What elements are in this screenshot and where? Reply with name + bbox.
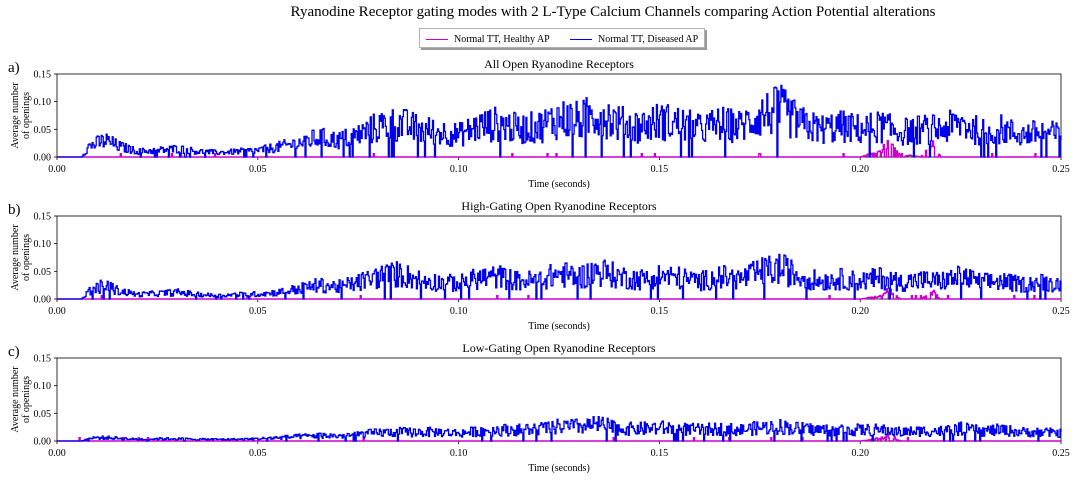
x-tick-label: 0.00 bbox=[48, 306, 66, 317]
series-line-diseased-ap bbox=[57, 253, 1062, 300]
x-tick-label: 0.20 bbox=[851, 306, 869, 317]
y-tick-label: 0.05 bbox=[34, 125, 52, 136]
y-axis-label-line: Average number bbox=[10, 366, 21, 433]
x-tick-label: 0.00 bbox=[48, 448, 66, 459]
x-tick-label: 0.25 bbox=[1052, 448, 1070, 459]
series-line-diseased-ap bbox=[57, 84, 1062, 158]
chart-panel-3: c) Low-Gating Open Ryanodine Receptors 0.0… bbox=[8, 341, 1070, 474]
x-tick-label: 0.10 bbox=[450, 306, 468, 317]
legend-swatch-healthy bbox=[426, 38, 448, 40]
series-line-diseased-ap bbox=[57, 415, 1062, 442]
figure-title: Ryanodine Receptor gating modes with 2 L… bbox=[290, 4, 936, 20]
y-tick-label: 0.10 bbox=[34, 381, 52, 392]
y-tick-label: 0.00 bbox=[34, 153, 52, 164]
panel-title: All Open Ryanodine Receptors bbox=[484, 57, 634, 71]
y-tick-label: 0.15 bbox=[34, 354, 52, 365]
y-tick-label: 0.15 bbox=[34, 212, 52, 223]
x-tick-label: 0.20 bbox=[851, 164, 869, 175]
panel-label: a) bbox=[8, 60, 20, 76]
chart-panel-1: a) All Open Ryanodine Receptors 0.00 0.05 0.… bbox=[8, 57, 1070, 190]
y-axis-label-line: of openings bbox=[21, 376, 32, 423]
y-axis-label: Average numberof openings bbox=[10, 82, 32, 149]
legend-item-diseased: Normal TT, Diseased AP bbox=[570, 32, 698, 46]
x-tick-label: 0.10 bbox=[450, 164, 468, 175]
x-axis-label: Time (seconds) bbox=[528, 179, 590, 190]
y-axis-label: Average numberof openings bbox=[10, 224, 32, 291]
x-tick-label: 0.20 bbox=[851, 448, 869, 459]
legend-swatch-diseased bbox=[570, 38, 592, 40]
legend: Normal TT, Healthy AP Normal TT, Disease… bbox=[419, 28, 705, 48]
panel-title: High-Gating Open Ryanodine Receptors bbox=[461, 199, 656, 213]
y-tick-label: 0.00 bbox=[34, 295, 52, 306]
y-tick-label: 0.10 bbox=[34, 239, 52, 250]
x-tick-label: 0.15 bbox=[651, 306, 669, 317]
y-tick-label: 0.15 bbox=[34, 70, 52, 81]
x-tick-label: 0.10 bbox=[450, 448, 468, 459]
series-line-healthy-ap bbox=[57, 433, 1061, 442]
panel-label: b) bbox=[8, 202, 21, 218]
x-tick-label: 0.15 bbox=[651, 448, 669, 459]
y-axis-label-line: of openings bbox=[21, 92, 32, 139]
y-tick-label: 0.00 bbox=[34, 437, 52, 448]
y-tick-label: 0.05 bbox=[34, 409, 52, 420]
y-axis-label: Average numberof openings bbox=[10, 366, 32, 433]
panel-title: Low-Gating Open Ryanodine Receptors bbox=[462, 341, 655, 355]
x-tick-label: 0.15 bbox=[651, 164, 669, 175]
x-tick-label: 0.05 bbox=[249, 164, 267, 175]
series-line-healthy-ap bbox=[57, 140, 1061, 158]
y-tick-label: 0.10 bbox=[34, 97, 52, 108]
chart-panel-2: b) High-Gating Open Ryanodine Receptors 0.… bbox=[8, 199, 1070, 332]
x-axis-label: Time (seconds) bbox=[528, 463, 590, 474]
plot-frame bbox=[56, 215, 1062, 300]
legend-item-healthy: Normal TT, Healthy AP bbox=[426, 32, 550, 46]
legend-label-healthy: Normal TT, Healthy AP bbox=[454, 33, 550, 45]
y-axis-label-line: Average number bbox=[10, 224, 21, 291]
y-axis-label-line: Average number bbox=[10, 82, 21, 149]
y-tick-label: 0.05 bbox=[34, 267, 52, 278]
x-tick-label: 0.05 bbox=[249, 306, 267, 317]
x-tick-label: 0.25 bbox=[1052, 164, 1070, 175]
y-axis-label-line: of openings bbox=[21, 234, 32, 281]
x-tick-label: 0.00 bbox=[48, 164, 66, 175]
legend-label-diseased: Normal TT, Diseased AP bbox=[598, 33, 699, 45]
x-axis-label: Time (seconds) bbox=[528, 321, 590, 332]
x-tick-label: 0.25 bbox=[1052, 306, 1070, 317]
x-tick-label: 0.05 bbox=[249, 448, 267, 459]
panel-label: c) bbox=[8, 344, 20, 360]
